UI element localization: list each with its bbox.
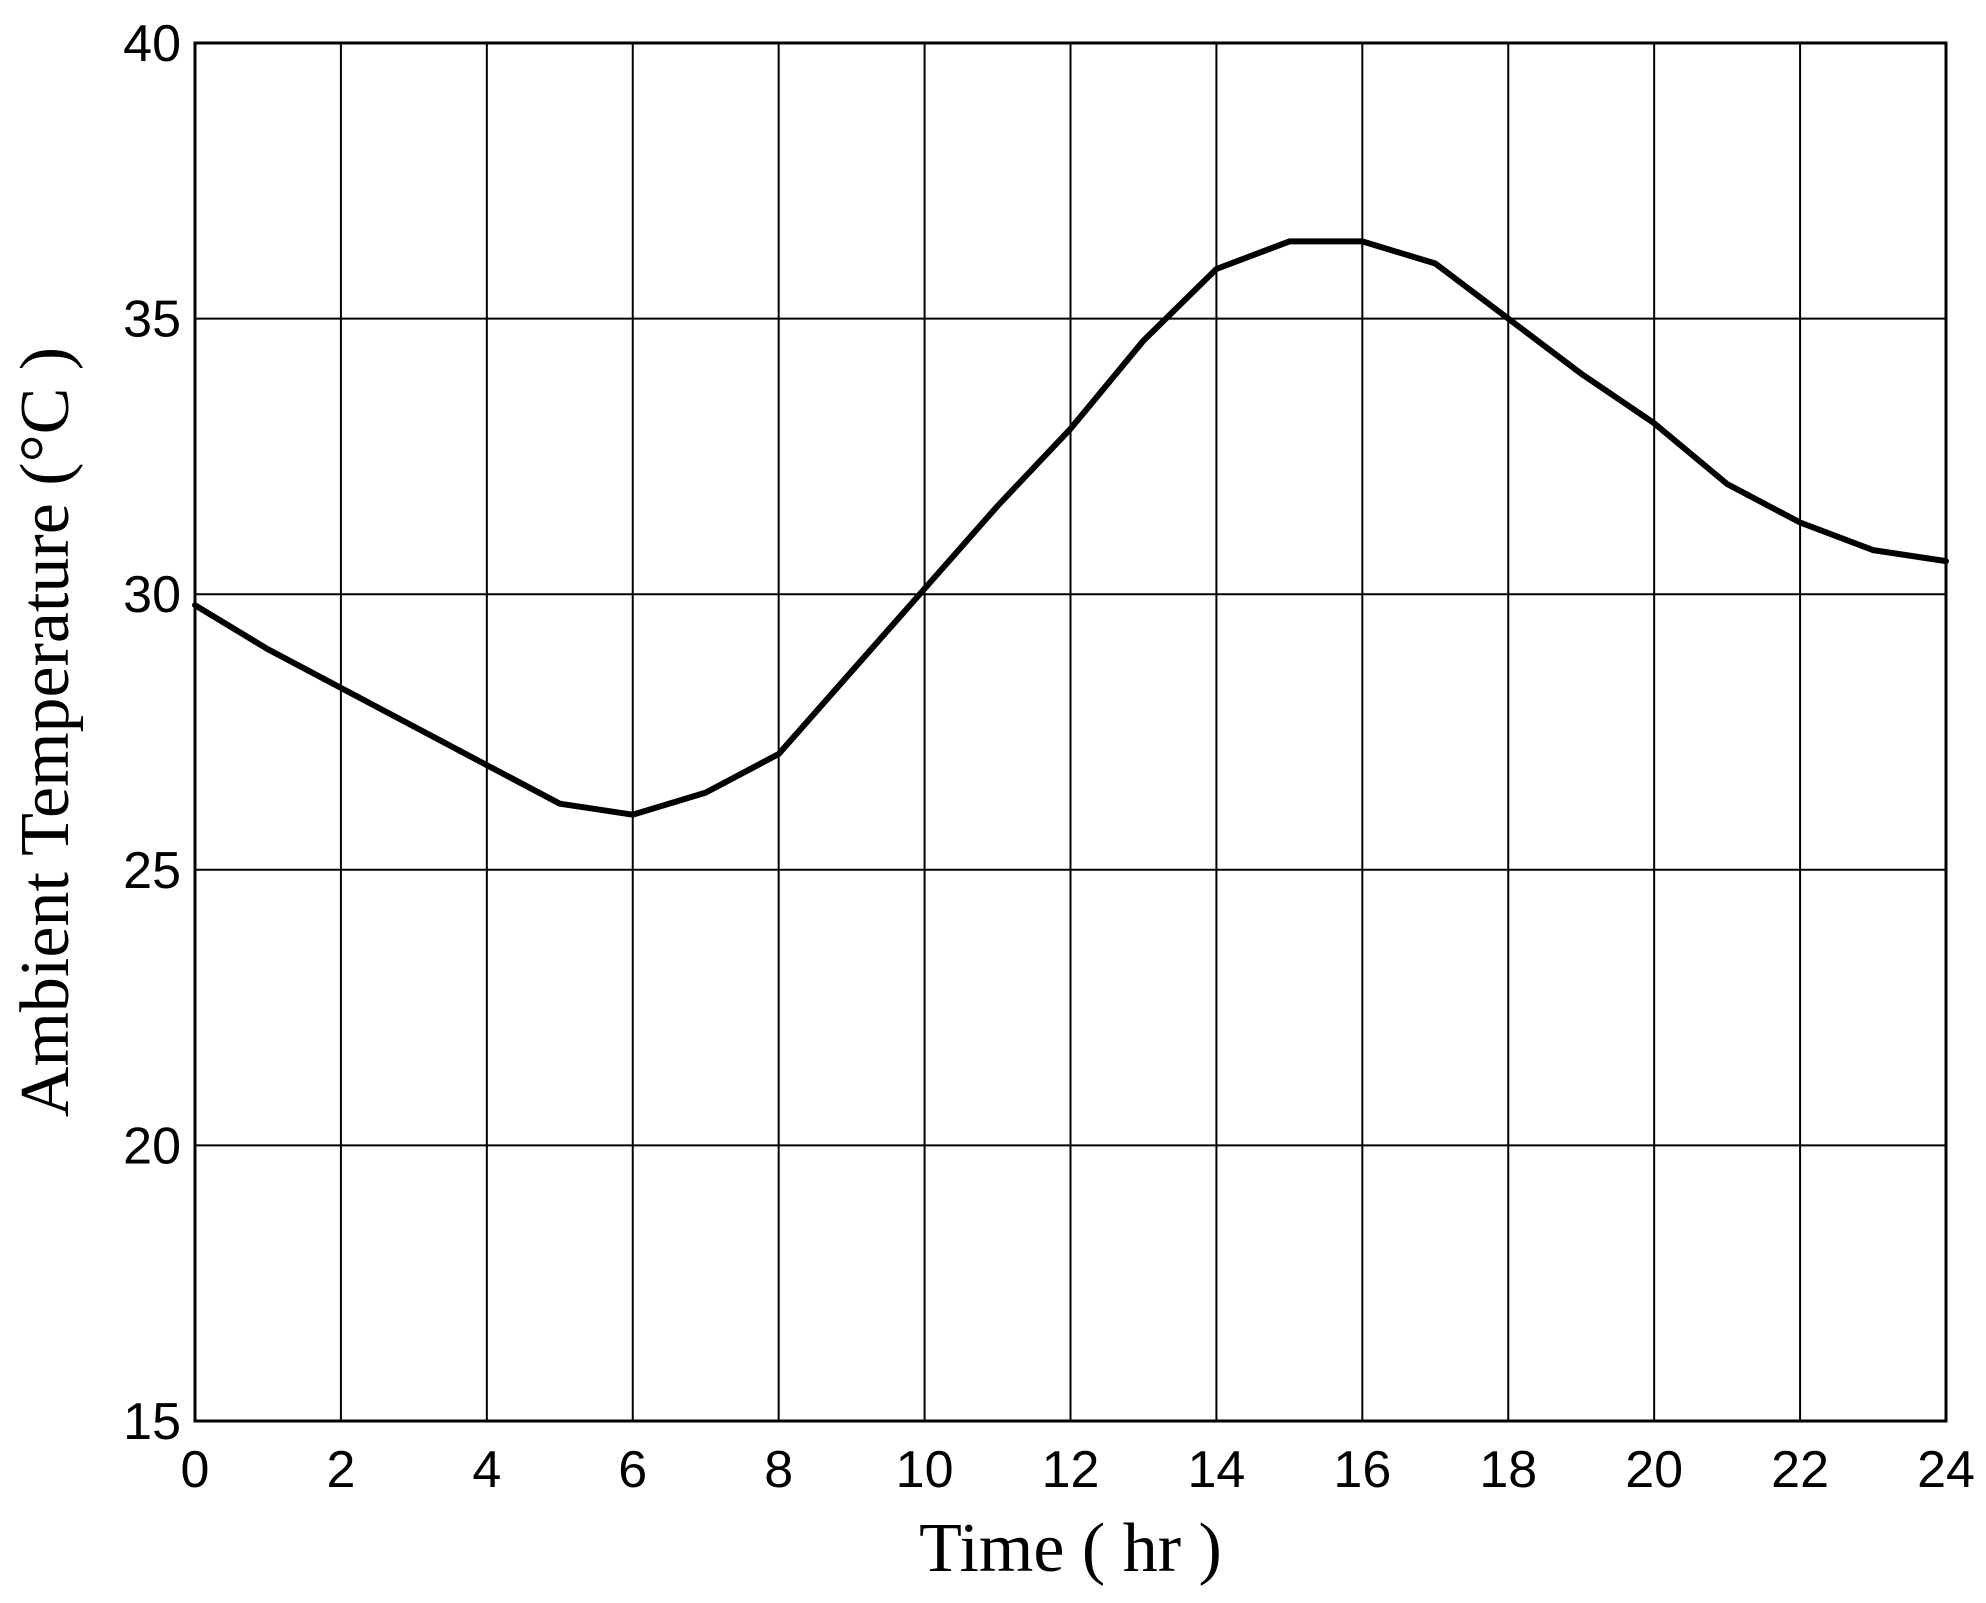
x-tick-label: 22: [1771, 1441, 1829, 1499]
y-tick-label: 15: [123, 1393, 181, 1451]
y-axis-title: Ambient Temperature (°C ): [7, 347, 84, 1117]
series-layer: [192, 238, 1949, 818]
y-tick-label: 20: [123, 1117, 181, 1175]
x-tick-label: 20: [1625, 1441, 1683, 1499]
plot-area-frame: [193, 41, 1948, 1423]
x-tick-label: 24: [1917, 1441, 1975, 1499]
x-tick-label: 16: [1333, 1441, 1391, 1499]
y-tick-label: 40: [123, 15, 181, 73]
x-tick-label: 12: [1042, 1441, 1100, 1499]
grid-lines: [194, 42, 1947, 1422]
x-tick-label: 14: [1187, 1441, 1245, 1499]
x-tick-label: 10: [896, 1441, 954, 1499]
x-tick-label: 8: [764, 1441, 793, 1499]
x-axis-title: Time ( hr ): [919, 1510, 1222, 1587]
series-line-0: [192, 238, 1949, 818]
x-tick-label: 18: [1479, 1441, 1537, 1499]
x-tick-label: 0: [181, 1441, 210, 1499]
y-tick-label: 25: [123, 842, 181, 900]
x-tick-label: 6: [618, 1441, 647, 1499]
y-tick-labels: 15 20 25 30 35 40: [123, 15, 181, 1451]
y-tick-label: 30: [123, 566, 181, 624]
x-tick-label: 2: [326, 1441, 355, 1499]
y-tick-label: 35: [123, 291, 181, 349]
x-tick-labels: 0 2 4 6 8 10 12 14 16 18 20 22 24: [181, 1441, 1975, 1499]
x-tick-label: 4: [472, 1441, 501, 1499]
